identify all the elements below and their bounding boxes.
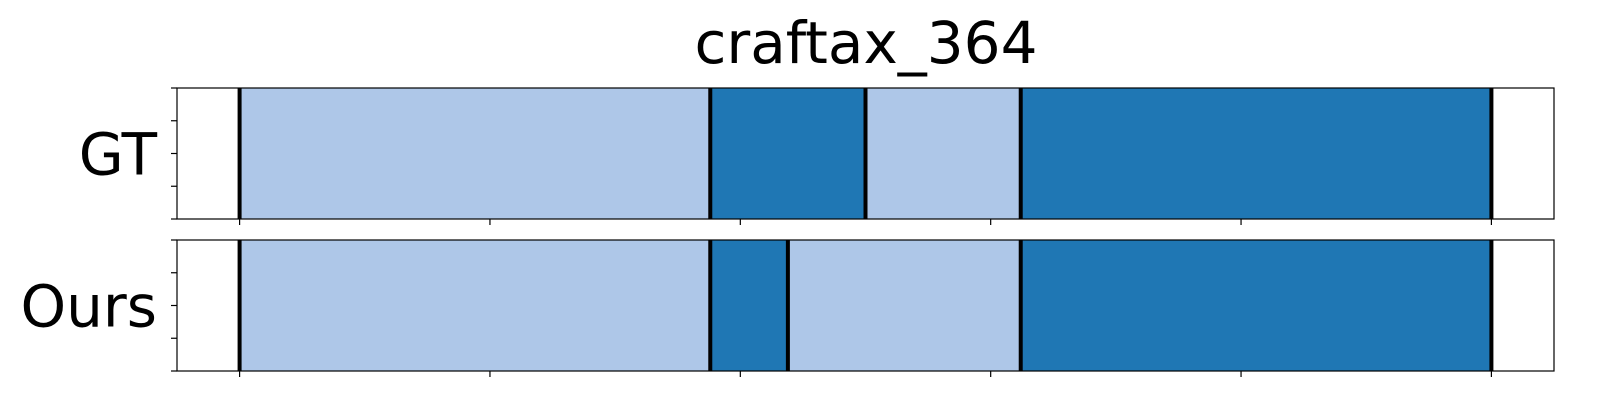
chart-title: craftax_364: [695, 9, 1038, 77]
segment-dark: [710, 88, 866, 219]
segment-light: [239, 88, 711, 219]
segment-dark: [1020, 88, 1492, 219]
segment-light: [239, 240, 711, 371]
segment-dark: [1020, 240, 1492, 371]
row-gt: GT: [79, 87, 1555, 225]
segment-light: [865, 88, 1021, 219]
row-label-gt: GT: [79, 121, 158, 189]
rows-layer: GT Ours: [21, 87, 1555, 377]
row-ours: Ours: [21, 239, 1555, 377]
segment-dark: [710, 240, 788, 371]
segment-light: [787, 240, 1021, 371]
row-label-ours: Ours: [21, 273, 157, 341]
